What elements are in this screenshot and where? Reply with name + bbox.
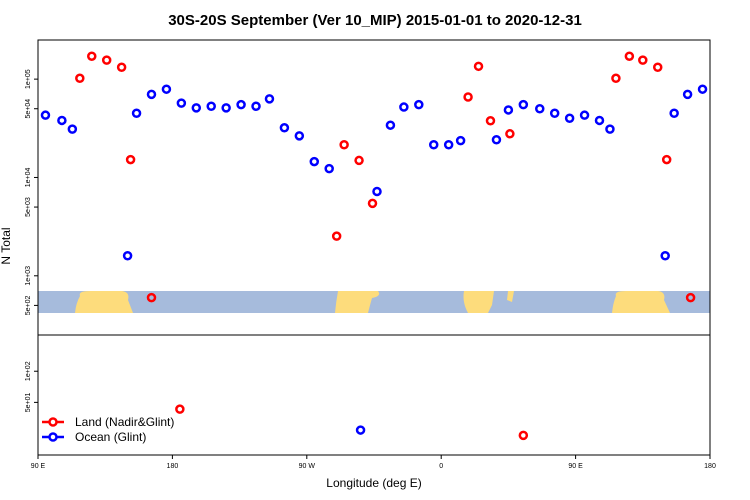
data-point (414, 99, 424, 110)
data-point (624, 51, 635, 61)
legend-label: Land (Nadir&Glint) (75, 415, 174, 429)
y-tick-label: 5e+03 (25, 197, 32, 217)
data-point (638, 55, 648, 65)
data-point (354, 155, 364, 166)
data-point (685, 292, 696, 303)
data-point (101, 55, 112, 65)
data-point (473, 61, 484, 72)
chart-title: 30S-20S September (Ver 10_MIP) 2015-01-0… (168, 12, 582, 29)
data-point (294, 131, 305, 141)
x-tick-label: 0 (439, 463, 443, 470)
data-point (579, 110, 590, 120)
y-tick-label: 1e+02 (25, 361, 32, 381)
data-point (131, 108, 142, 118)
data-point (236, 99, 246, 110)
data-point (399, 102, 409, 112)
data-point (491, 134, 502, 145)
x-tick-label: 90 W (299, 463, 316, 470)
data-point (75, 73, 85, 84)
data-point (660, 250, 670, 261)
data-point (463, 92, 473, 102)
legend-label: Ocean (Glint) (75, 430, 146, 444)
data-point (40, 110, 51, 120)
data-point (611, 73, 621, 84)
y-tick-label: 1e+04 (25, 168, 32, 188)
data-point (505, 129, 515, 139)
plot-frame (37, 39, 711, 456)
legend-marker (48, 417, 58, 427)
map-strip (38, 291, 710, 313)
data-point (455, 135, 466, 146)
data-point (264, 94, 275, 104)
y-tick-label: 1e+03 (25, 266, 32, 286)
data-point (518, 99, 529, 110)
data-point (116, 62, 127, 73)
data-point (564, 113, 575, 124)
data-point (279, 123, 290, 133)
y-tick-label: 5e+01 (25, 392, 32, 412)
data-point (339, 140, 349, 150)
data-point (331, 231, 342, 241)
data-point (161, 84, 172, 94)
y-tick-label: 1e+05 (25, 69, 32, 89)
x-tick-label: 180 (167, 463, 179, 470)
data-point (594, 115, 605, 126)
data-point (122, 250, 133, 261)
y-tick-label: 5e+04 (25, 99, 32, 119)
data-point (682, 89, 693, 100)
data-point (367, 198, 378, 209)
data-point (355, 425, 366, 435)
data-point (221, 103, 231, 113)
data-point (669, 108, 679, 118)
x-tick-label: 90 E (31, 463, 46, 470)
data-point (697, 84, 708, 94)
data-point (652, 62, 663, 73)
data-point (191, 103, 202, 113)
data-point (443, 140, 454, 150)
data-point (251, 101, 261, 111)
x-tick-label: 90 E (568, 463, 583, 470)
data-point (57, 115, 67, 126)
data-point (428, 140, 439, 150)
y-axis-label: N Total (0, 227, 13, 264)
y-tick-label: 5e+02 (25, 295, 32, 315)
data-point (661, 154, 672, 165)
data-point (503, 105, 514, 115)
data-point (324, 163, 334, 174)
data-point (146, 292, 157, 303)
x-tick-label: 180 (704, 463, 716, 470)
data-point (518, 430, 529, 441)
data-point (372, 186, 382, 197)
data-point (485, 116, 496, 126)
data-point (67, 124, 78, 134)
data-point (175, 404, 185, 414)
data-point (309, 156, 320, 167)
data-point (146, 89, 157, 100)
data-point (385, 120, 396, 130)
data-point (549, 108, 560, 118)
data-point (176, 98, 187, 108)
x-axis-label: Longitude (deg E) (326, 476, 421, 490)
data-point (605, 124, 615, 134)
data-point (87, 51, 97, 61)
data-point (125, 154, 136, 165)
data-point (535, 103, 545, 114)
data-point (206, 101, 216, 111)
legend-marker (48, 432, 58, 442)
